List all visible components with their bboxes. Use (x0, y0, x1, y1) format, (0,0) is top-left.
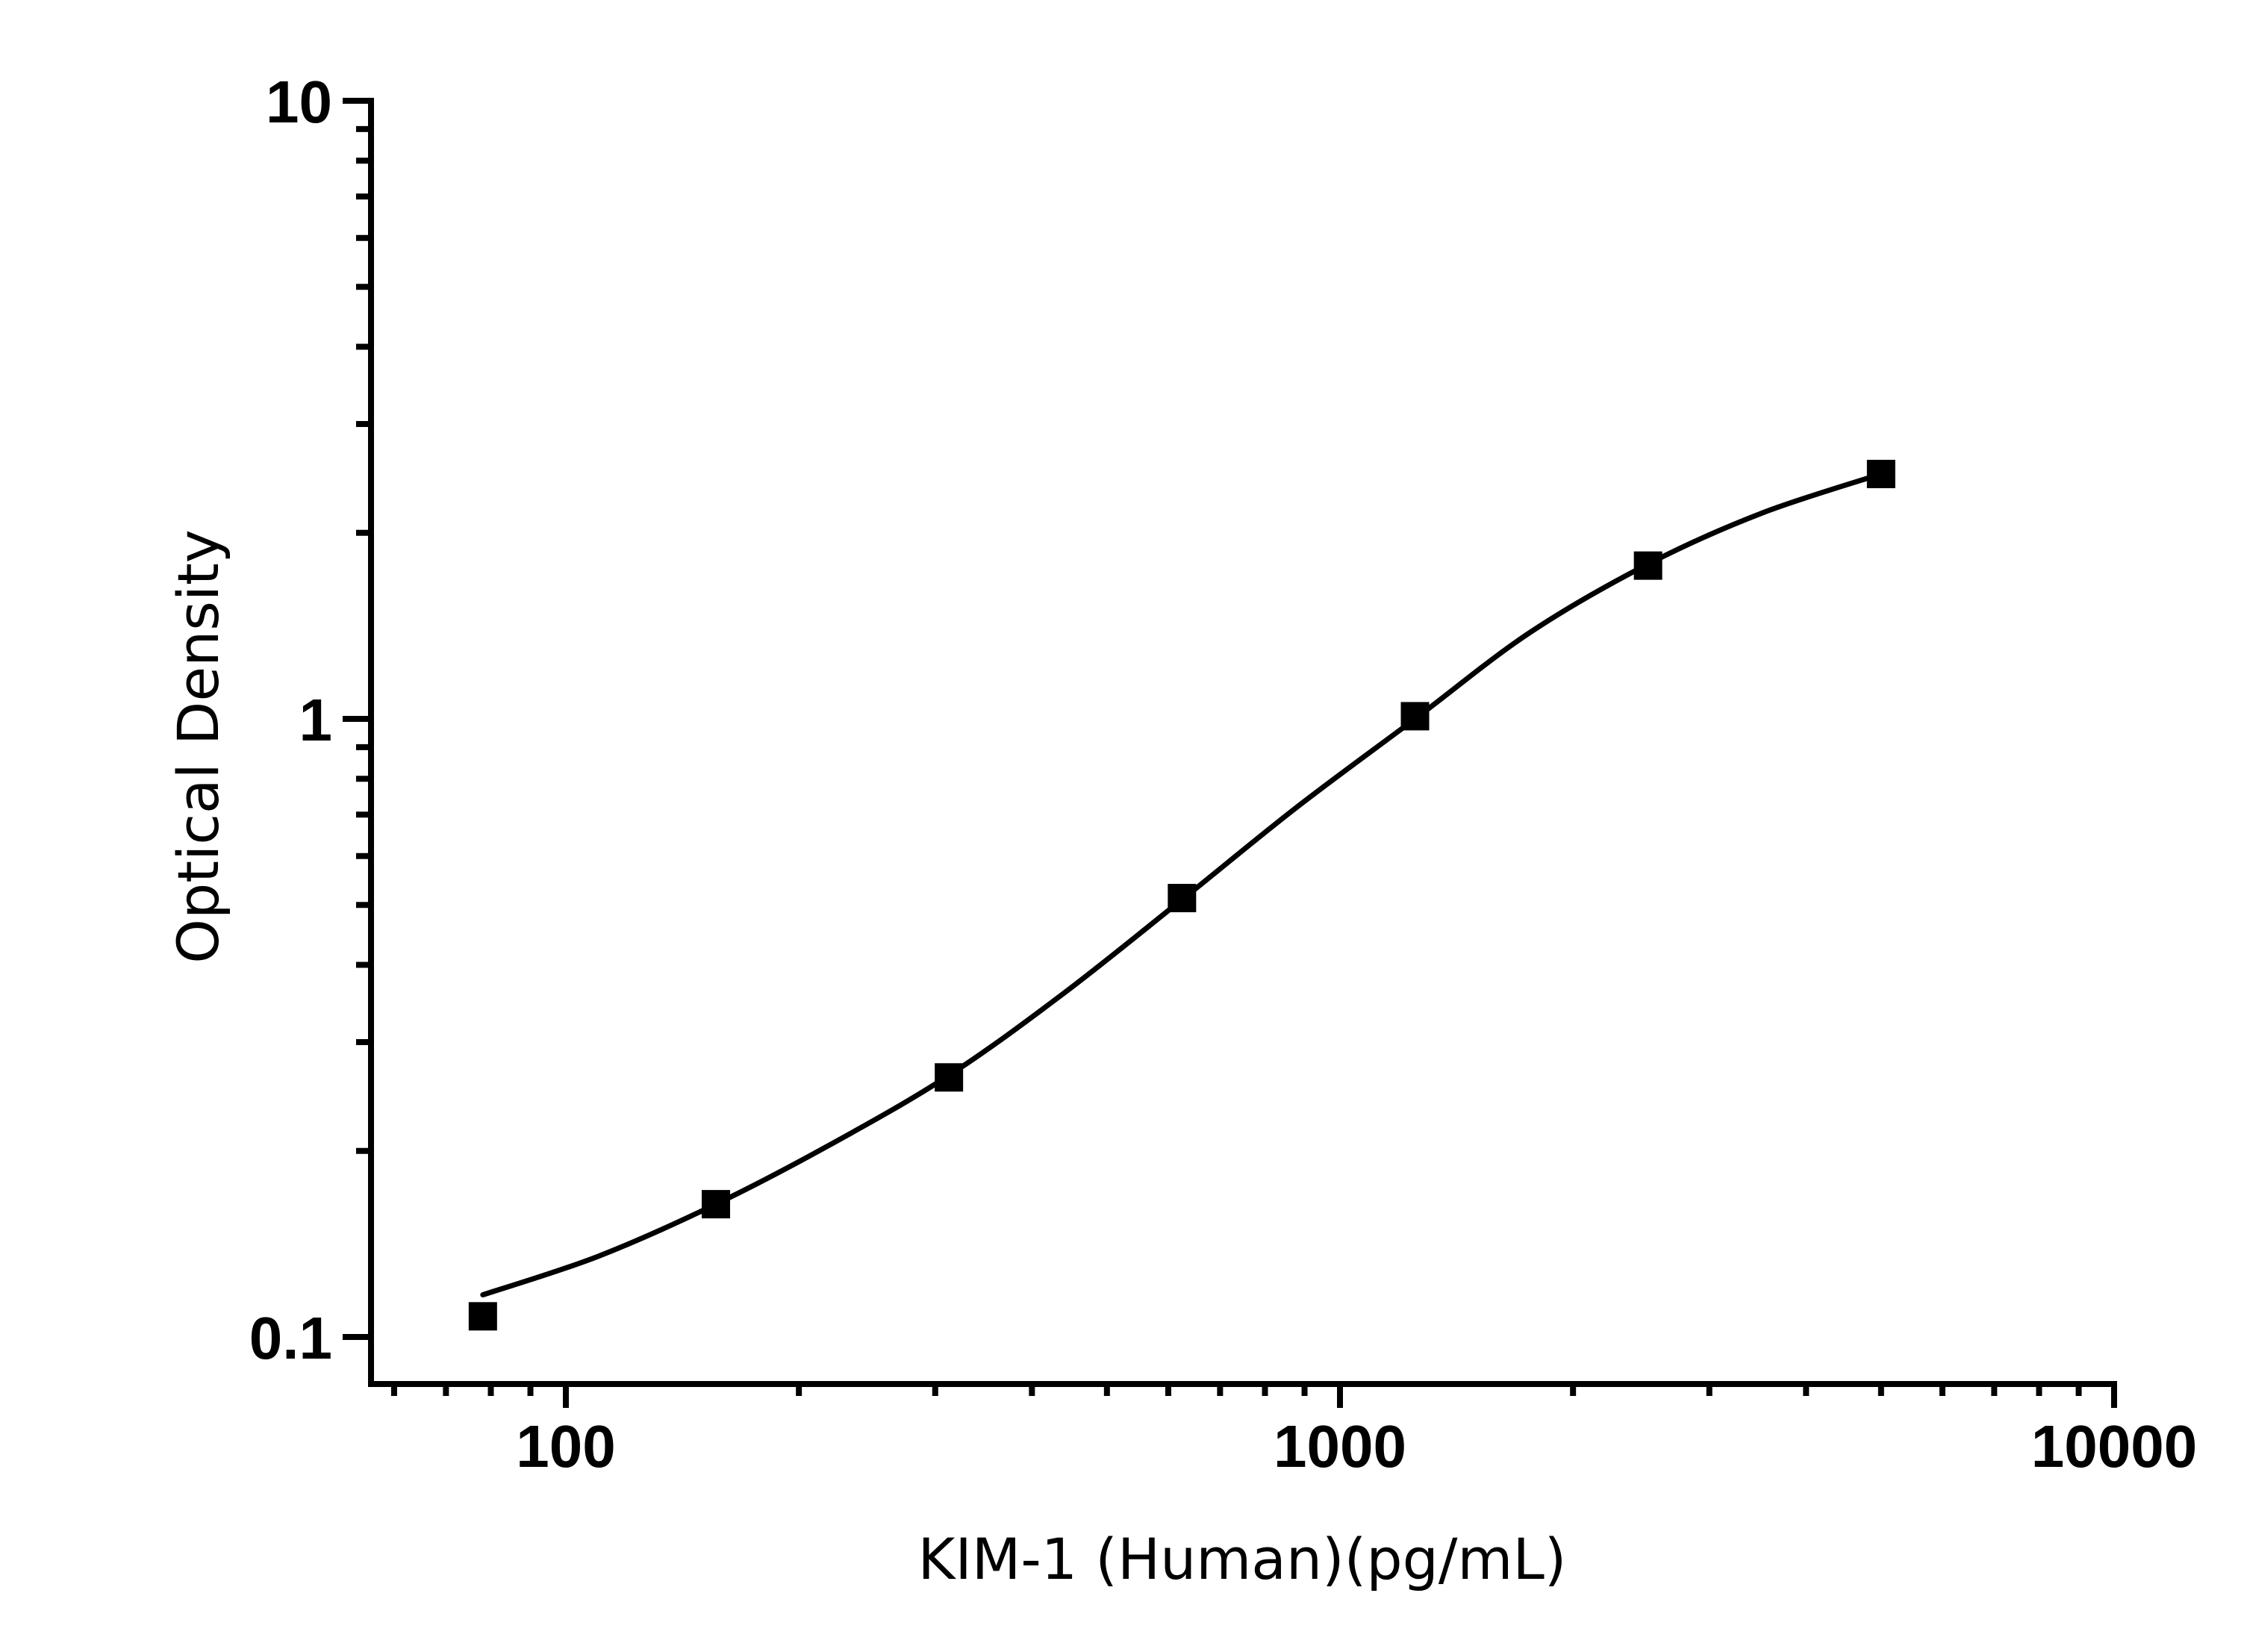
y-axis-title: Optical Density (165, 529, 231, 964)
data-point-marker (1400, 702, 1430, 731)
data-point-marker (1866, 459, 1895, 488)
x-axis-title: KIM-1 (Human)(pg/mL) (918, 1526, 1567, 1592)
data-point-marker (1168, 884, 1197, 913)
y-tick-label: 1 (299, 687, 333, 753)
y-axis-major-ticks (343, 98, 371, 1340)
x-axis-major-ticks (563, 1384, 2117, 1408)
data-point-marker (701, 1190, 730, 1219)
data-point-marker (935, 1063, 964, 1092)
y-tick-label: 0.1 (249, 1305, 332, 1371)
x-tick-label: 100 (516, 1413, 615, 1480)
data-point-markers (468, 459, 1895, 1331)
y-tick-label: 10 (266, 69, 332, 135)
x-tick-label: 1000 (1274, 1413, 1406, 1480)
x-axis-tick-labels: 100 1000 10000 (516, 1413, 2197, 1480)
y-axis-tick-labels: 0.1 1 10 (249, 69, 332, 1371)
x-tick-label: 10000 (2031, 1413, 2197, 1480)
data-point-marker (1633, 551, 1662, 580)
data-point-marker (468, 1302, 497, 1331)
